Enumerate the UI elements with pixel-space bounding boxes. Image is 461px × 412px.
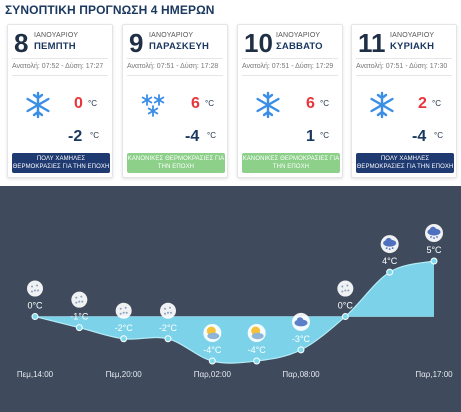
data-point[interactable] (341, 313, 349, 321)
cloud-snow-icon (425, 224, 443, 242)
temperature-line (34, 260, 435, 364)
snow-icon (160, 302, 176, 319)
hourly-temperature-chart: 0°C -1°C -2°C -2°C -4°C -4°C -3°C 0°C 4°C 5°C Πεμ,… (0, 186, 461, 412)
divider (242, 75, 338, 76)
sunrise-sunset: Ανατολή: 07:51 - Δύση: 17:28 (127, 63, 219, 70)
min-temp: 1 (306, 128, 315, 145)
page-title: ΣΥΝΟΠΤΙΚΗ ΠΡΟΓΝΩΣΗ 4 ΗΜΕΡΩΝ (5, 3, 215, 17)
day-number: 11 (358, 28, 386, 58)
temp-unit: °C (88, 99, 97, 108)
x-tick-label: Παρ,08:00 (282, 370, 320, 379)
divider (242, 58, 338, 59)
weekday-label: ΣΑΒΒΑΤΟ (276, 41, 323, 52)
sunrise-sunset: Ανατολή: 07:51 - Δύση: 17:29 (242, 63, 334, 70)
data-label: -4°C (248, 345, 267, 355)
divider (127, 75, 223, 76)
data-point[interactable] (31, 313, 39, 321)
divider (356, 75, 452, 76)
data-point[interactable] (386, 268, 394, 276)
data-label: -2°C (159, 323, 178, 333)
temp-unit: °C (207, 131, 216, 140)
night-cloud-icon (203, 324, 222, 342)
data-label: 0°C (27, 301, 43, 311)
min-temp: -2 (68, 128, 83, 145)
data-point[interactable] (75, 324, 83, 332)
max-temp: 6 (191, 95, 200, 112)
divider (12, 58, 108, 59)
data-label: -3°C (292, 334, 311, 344)
temperature-status-badge: ΚΑΝΟΝΙΚΕΣ ΘΕΡΜΟΚΡΑΣΙΕΣ ΓΙΑ ΤΗΝ ΕΠΟΧΗ (127, 153, 225, 173)
data-point[interactable] (208, 357, 216, 365)
month-label: ΙΑΝΟΥΑΡΙΟΥ (149, 32, 194, 39)
x-tick-label: Πεμ,20:00 (106, 370, 143, 379)
data-label: 5°C (426, 245, 442, 255)
day-number: 9 (129, 28, 144, 58)
night-cloud-icon (247, 324, 266, 342)
max-temp: 2 (418, 95, 427, 112)
x-tick-label: Παρ,17:00 (415, 370, 453, 379)
cloud-icon (292, 312, 310, 331)
light-snow-icon (141, 94, 165, 117)
temperature-chart-svg: 0°C -1°C -2°C -2°C -4°C -4°C -3°C 0°C 4°C 5°C Πεμ,… (17, 224, 453, 379)
temp-unit: °C (205, 99, 214, 108)
day-number: 8 (14, 28, 29, 58)
month-label: ΙΑΝΟΥΑΡΙΟΥ (276, 32, 321, 39)
data-label: -2°C (115, 323, 134, 333)
snow-icon (337, 280, 354, 297)
snowflake-icon (370, 91, 394, 119)
weekday-label: ΚΥΡΙΑΚΗ (390, 41, 435, 52)
data-label: 4°C (382, 256, 398, 266)
temperature-area (35, 261, 434, 364)
sunrise-sunset: Ανατολή: 07:51 - Δύση: 17:30 (356, 63, 448, 70)
temperature-status-badge: ΠΟΛΥ ΧΑΜΗΛΕΣ ΘΕΡΜΟΚΡΑΣΙΕΣ ΓΙΑ ΤΗΝ ΕΠΟΧΗ (12, 153, 110, 173)
data-label: -4°C (203, 345, 222, 355)
data-point[interactable] (297, 346, 305, 354)
temp-unit: °C (320, 131, 329, 140)
day-card[interactable]: 9 ΙΑΝΟΥΑΡΙΟΥ ΠΑΡΑΣΚΕΥΗ Ανατολή: 07:51 - … (122, 24, 228, 178)
divider (127, 58, 223, 59)
weekday-label: ΠΑΡΑΣΚΕΥΗ (149, 41, 210, 52)
temperature-status-badge: ΠΟΛΥ ΧΑΜΗΛΕΣ ΘΕΡΜΟΚΡΑΣΙΕΣ ΓΙΑ ΤΗΝ ΕΠΟΧΗ (356, 153, 454, 173)
snow-icon (115, 302, 132, 319)
divider (12, 75, 108, 76)
max-temp: 6 (306, 95, 315, 112)
temp-unit: °C (90, 131, 99, 140)
min-temp: -4 (412, 128, 427, 145)
divider (356, 58, 452, 59)
month-label: ΙΑΝΟΥΑΡΙΟΥ (34, 32, 79, 39)
snow-icon (71, 291, 88, 308)
temp-unit: °C (320, 99, 329, 108)
x-tick-label: Πεμ,14:00 (17, 370, 54, 379)
day-card[interactable]: 10 ΙΑΝΟΥΑΡΙΟΥ ΣΑΒΒΑΤΟ Ανατολή: 07:51 - Δ… (237, 24, 343, 178)
sunrise-sunset: Ανατολή: 07:52 - Δύση: 17:27 (12, 63, 104, 70)
cloud-snow-icon (380, 235, 399, 254)
min-temp: -4 (185, 128, 200, 145)
snow-icon (27, 280, 43, 297)
forecast-cards: 8 ΙΑΝΟΥΑΡΙΟΥ ΠΕΜΠΤΗ Ανατολή: 07:52 - Δύσ… (7, 24, 457, 178)
temp-unit: °C (432, 99, 441, 108)
max-temp: 0 (74, 95, 83, 112)
data-point[interactable] (430, 257, 438, 265)
month-label: ΙΑΝΟΥΑΡΙΟΥ (390, 32, 435, 39)
data-label: 0°C (338, 301, 354, 311)
data-label: -1°C (70, 312, 89, 322)
data-point[interactable] (164, 335, 172, 343)
snowflake-icon (26, 91, 50, 119)
x-tick-label: Παρ,02:00 (194, 370, 232, 379)
day-number: 10 (244, 28, 273, 58)
snowflake-icon (256, 91, 280, 119)
data-point[interactable] (120, 335, 128, 343)
temperature-status-badge: ΚΑΝΟΝΙΚΕΣ ΘΕΡΜΟΚΡΑΣΙΕΣ ΓΙΑ ΤΗΝ ΕΠΟΧΗ (242, 153, 340, 173)
day-card[interactable]: 11 ΙΑΝΟΥΑΡΙΟΥ ΚΥΡΙΑΚΗ Ανατολή: 07:51 - Δ… (351, 24, 457, 178)
data-point[interactable] (253, 357, 261, 365)
day-card[interactable]: 8 ΙΑΝΟΥΑΡΙΟΥ ΠΕΜΠΤΗ Ανατολή: 07:52 - Δύσ… (7, 24, 113, 178)
temp-unit: °C (434, 131, 443, 140)
weekday-label: ΠΕΜΠΤΗ (34, 41, 76, 52)
